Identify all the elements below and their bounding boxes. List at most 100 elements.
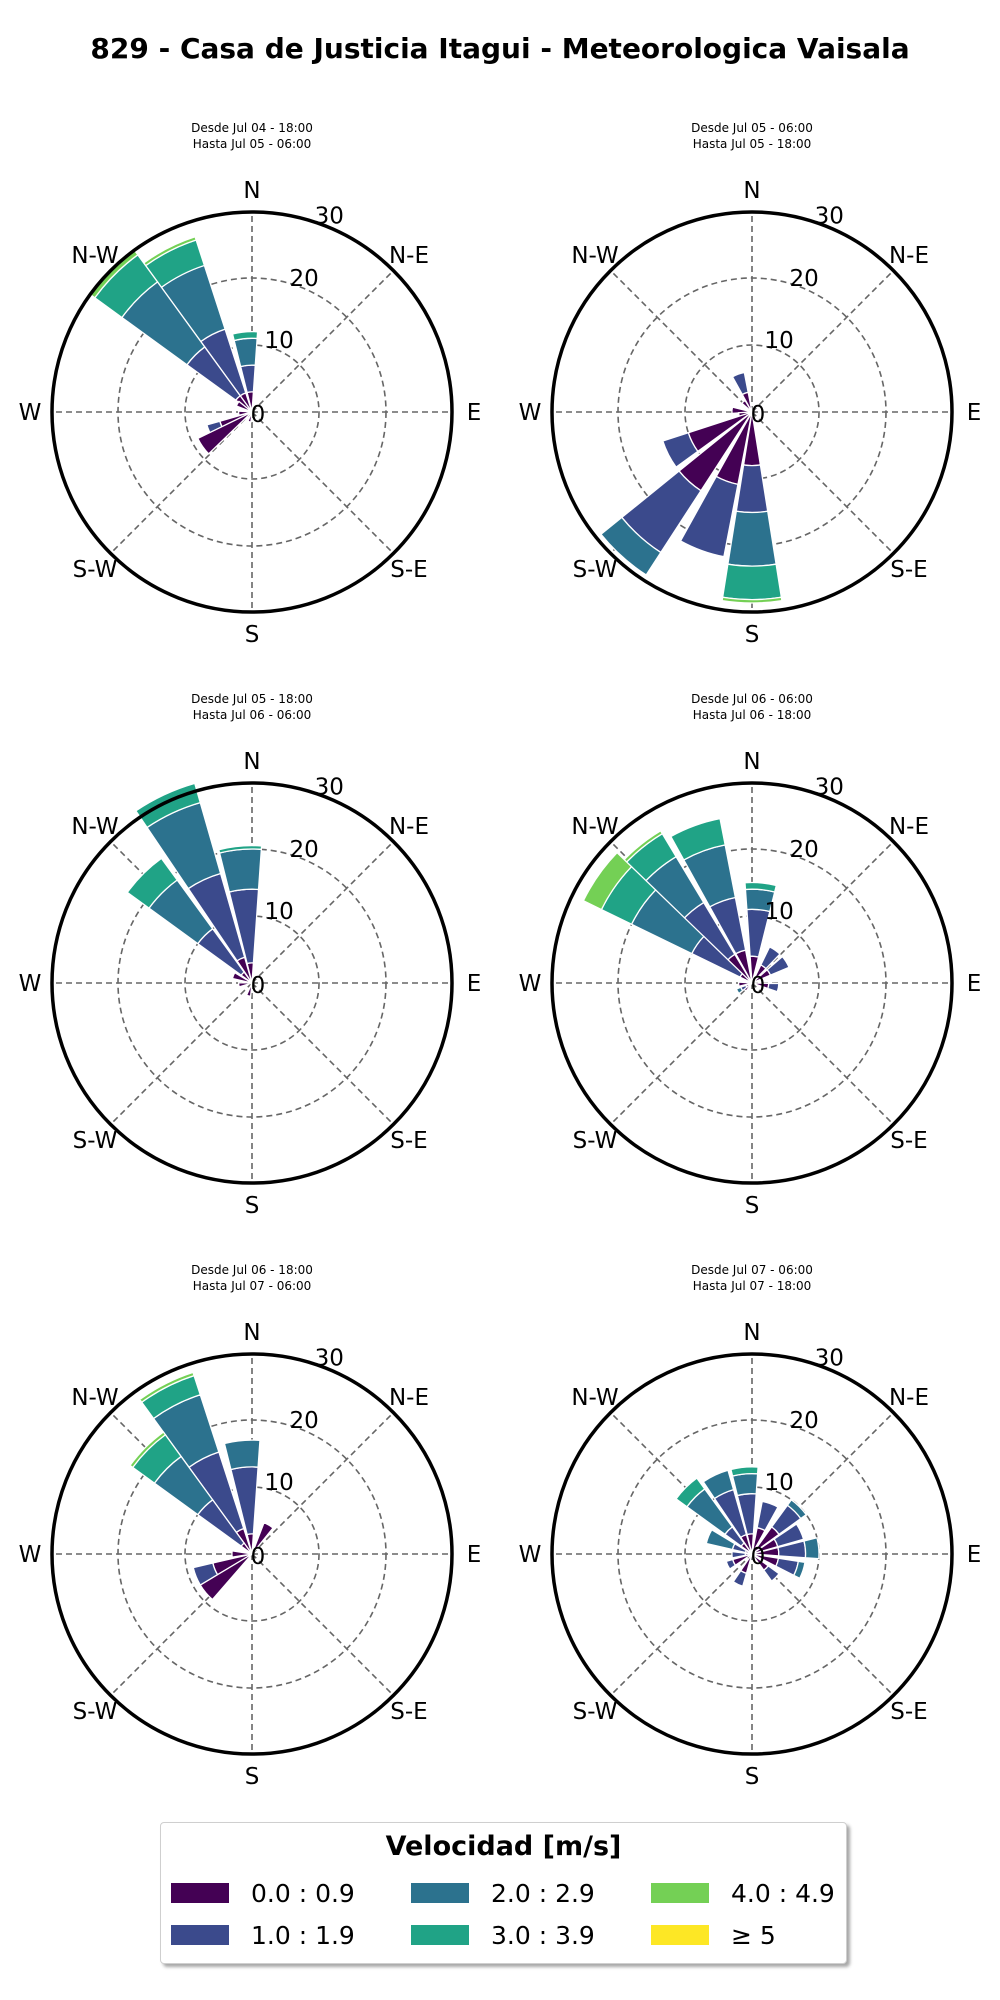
radial-tick-label: 20 [290, 266, 319, 292]
direction-label: S-E [890, 557, 927, 583]
direction-label: S-W [573, 1699, 618, 1725]
subtitle-to: Hasta Jul 06 - 18:00 [692, 708, 812, 722]
direction-label: N-W [71, 1385, 118, 1411]
wind-bar-segment [721, 563, 783, 601]
wind-bar-segment [247, 411, 253, 423]
windrose-panel: 0 10 20 30 N N-E E S-E S S-W W N-W [19, 1320, 482, 1790]
radial-tick-label: 10 [264, 899, 293, 925]
legend-item: 2.0 : 2.9 [411, 1877, 595, 1909]
wind-bar-segment [231, 971, 253, 984]
wind-bar-segment [731, 371, 749, 396]
grid-spoke [251, 411, 394, 554]
legend-swatch [411, 1925, 469, 1945]
subtitle-to: Hasta Jul 07 - 06:00 [192, 1279, 312, 1293]
wind-bar-segment [196, 411, 253, 455]
legend-item: 1.0 : 1.9 [171, 1919, 355, 1951]
grid-spoke [610, 982, 753, 1125]
wind-bar-segment [731, 1550, 747, 1559]
direction-label: N [743, 1320, 760, 1346]
direction-label: S-W [73, 557, 118, 583]
grid-spoke [251, 1553, 394, 1696]
radial-tick-label: 30 [815, 204, 844, 230]
direction-label: N [243, 749, 260, 775]
wind-bar-segment [727, 510, 777, 567]
wind-bar-segment [223, 1439, 261, 1471]
wind-bar-segment [792, 1560, 806, 1580]
subtitle-from: Desde Jul 06 - 06:00 [691, 692, 813, 706]
windrose-panel: 0 10 20 30 N N-E E S-E S S-W W N-W [19, 749, 482, 1219]
windrose-panel: 0 10 20 30 N N-E E S-E S S-W W N-W [19, 178, 482, 648]
legend-item: 3.0 : 3.9 [411, 1919, 595, 1951]
outer-circle [50, 781, 454, 1185]
wind-bar-segment [735, 986, 744, 995]
direction-label: N-E [389, 1385, 429, 1411]
radial-tick-label: 0 [251, 1544, 266, 1570]
direction-label: E [967, 971, 982, 997]
wind-bar-segment [199, 1553, 253, 1601]
wind-bar-segment [218, 848, 263, 893]
wind-bar-segment [702, 1469, 735, 1500]
direction-label: N-W [71, 814, 118, 840]
radial-tick-label: 10 [764, 899, 793, 925]
direction-label: E [967, 400, 982, 426]
direction-label: N [243, 1320, 260, 1346]
grid-spoke [251, 1412, 394, 1555]
wind-bar-segment [786, 1498, 808, 1520]
outer-circle [550, 210, 954, 614]
radial-tick-label: 10 [764, 328, 793, 354]
direction-label: N [743, 749, 760, 775]
wind-bar-segment [759, 945, 781, 970]
legend-label: ≥ 5 [731, 1920, 776, 1950]
radial-tick-label: 20 [290, 1408, 319, 1434]
wind-bar-segment [773, 1523, 805, 1548]
direction-label: N-E [389, 243, 429, 269]
wind-bar-segment [251, 1521, 274, 1555]
chart-title: 829 - Casa de Justicia Itagui - Meteorol… [90, 32, 910, 65]
panel-subtitle: Desde Jul 05 - 06:00 Hasta Jul 05 - 18:00 [602, 120, 902, 152]
radial-tick-label: 10 [264, 1470, 293, 1496]
legend-label: 1.0 : 1.9 [251, 1920, 355, 1950]
radial-tick-label: 0 [251, 973, 266, 999]
grid-spoke [251, 270, 394, 413]
radial-tick-label: 30 [315, 1346, 344, 1372]
direction-label: N-E [889, 243, 929, 269]
wind-bar-segment [138, 1371, 195, 1404]
direction-label: N-W [571, 814, 618, 840]
radial-tick-label: 0 [751, 402, 766, 428]
panel-subtitle: Desde Jul 06 - 18:00 Hasta Jul 07 - 06:00 [102, 1262, 402, 1294]
wind-bar-segment [233, 337, 258, 368]
legend-label: 0.0 : 0.9 [251, 1878, 355, 1908]
grid-spoke [751, 270, 894, 413]
legend-item: ≥ 5 [651, 1919, 776, 1951]
direction-label: N-W [71, 243, 118, 269]
wind-bar-segment [129, 1431, 167, 1469]
direction-label: S-W [573, 1128, 618, 1154]
panel-subtitle: Desde Jul 06 - 06:00 Hasta Jul 06 - 18:00 [602, 691, 902, 723]
direction-label: S-E [890, 1128, 927, 1154]
direction-label: N-E [389, 814, 429, 840]
wind-bar-segment [600, 516, 662, 576]
direction-label: S-W [73, 1128, 118, 1154]
wind-bar-segment [731, 1472, 759, 1497]
legend-swatch [171, 1883, 229, 1903]
wind-bar-segment [192, 1562, 219, 1586]
wind-bar-segment [803, 1537, 820, 1560]
outer-circle [50, 210, 454, 614]
legend-item: 4.0 : 4.9 [651, 1877, 835, 1909]
direction-label: N-E [889, 814, 929, 840]
direction-label: W [519, 400, 542, 426]
subtitle-to: Hasta Jul 05 - 06:00 [192, 137, 312, 151]
wind-bar-segment [582, 851, 633, 911]
outer-circle [550, 781, 954, 1185]
legend-label: 3.0 : 3.9 [491, 1920, 595, 1950]
direction-label: S-W [73, 1699, 118, 1725]
grid-spoke [610, 1553, 753, 1696]
legend: Velocidad [m/s] 0.0 : 0.9 1.0 : 1.9 2.0 : … [160, 1822, 847, 1964]
grid-spoke [751, 982, 894, 1125]
wind-bar-segment [126, 857, 179, 910]
legend-swatch [651, 1883, 709, 1903]
subtitle-from: Desde Jul 05 - 06:00 [691, 121, 813, 135]
legend-item: 0.0 : 0.9 [171, 1877, 355, 1909]
direction-label: W [19, 1542, 42, 1568]
grid-spoke [251, 841, 394, 984]
